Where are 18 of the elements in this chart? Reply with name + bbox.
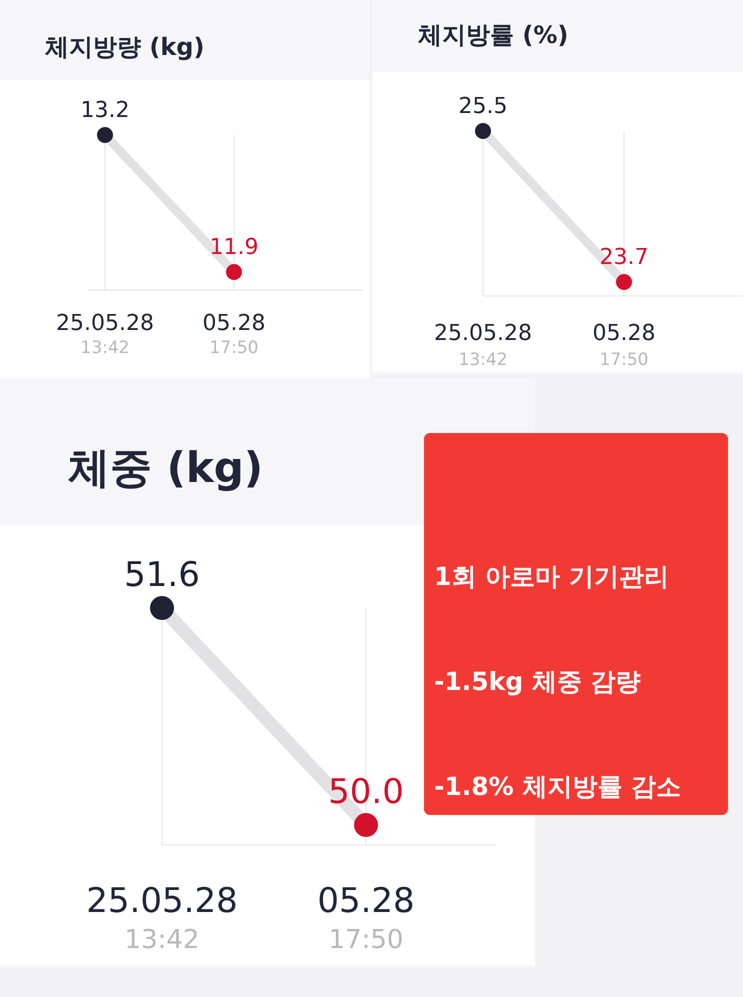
data-label: 51.6 [124, 555, 200, 595]
x-tick-label: 05.28 17:50 [317, 881, 415, 955]
annotation: -1.5kg 체중 감량 [434, 667, 641, 696]
x-tick-label: 25.05.28 13:42 [434, 321, 532, 370]
chart-title: 체지방량 (kg) [45, 33, 204, 61]
chart-title: 체중 (kg) [68, 443, 264, 492]
x-tick-label: 25.05.28 13:42 [86, 881, 238, 955]
x-tick-label: 05.28 17:50 [202, 311, 266, 358]
data-label: 13.2 [80, 98, 130, 123]
data-label: 50.0 [328, 772, 404, 812]
x-tick-label: 25.05.28 13:42 [56, 311, 154, 358]
text: 1회 아로마 기기관리 [434, 562, 669, 591]
x-tick-label: 05.28 17:50 [592, 321, 656, 370]
data-label: 25.5 [458, 94, 508, 119]
data-label: 11.9 [210, 235, 258, 260]
annotation: -1.8% 체지방률 감소 [434, 772, 682, 801]
chart-title: 체지방률 (%) [418, 21, 568, 49]
data-label: 23.7 [600, 245, 648, 270]
